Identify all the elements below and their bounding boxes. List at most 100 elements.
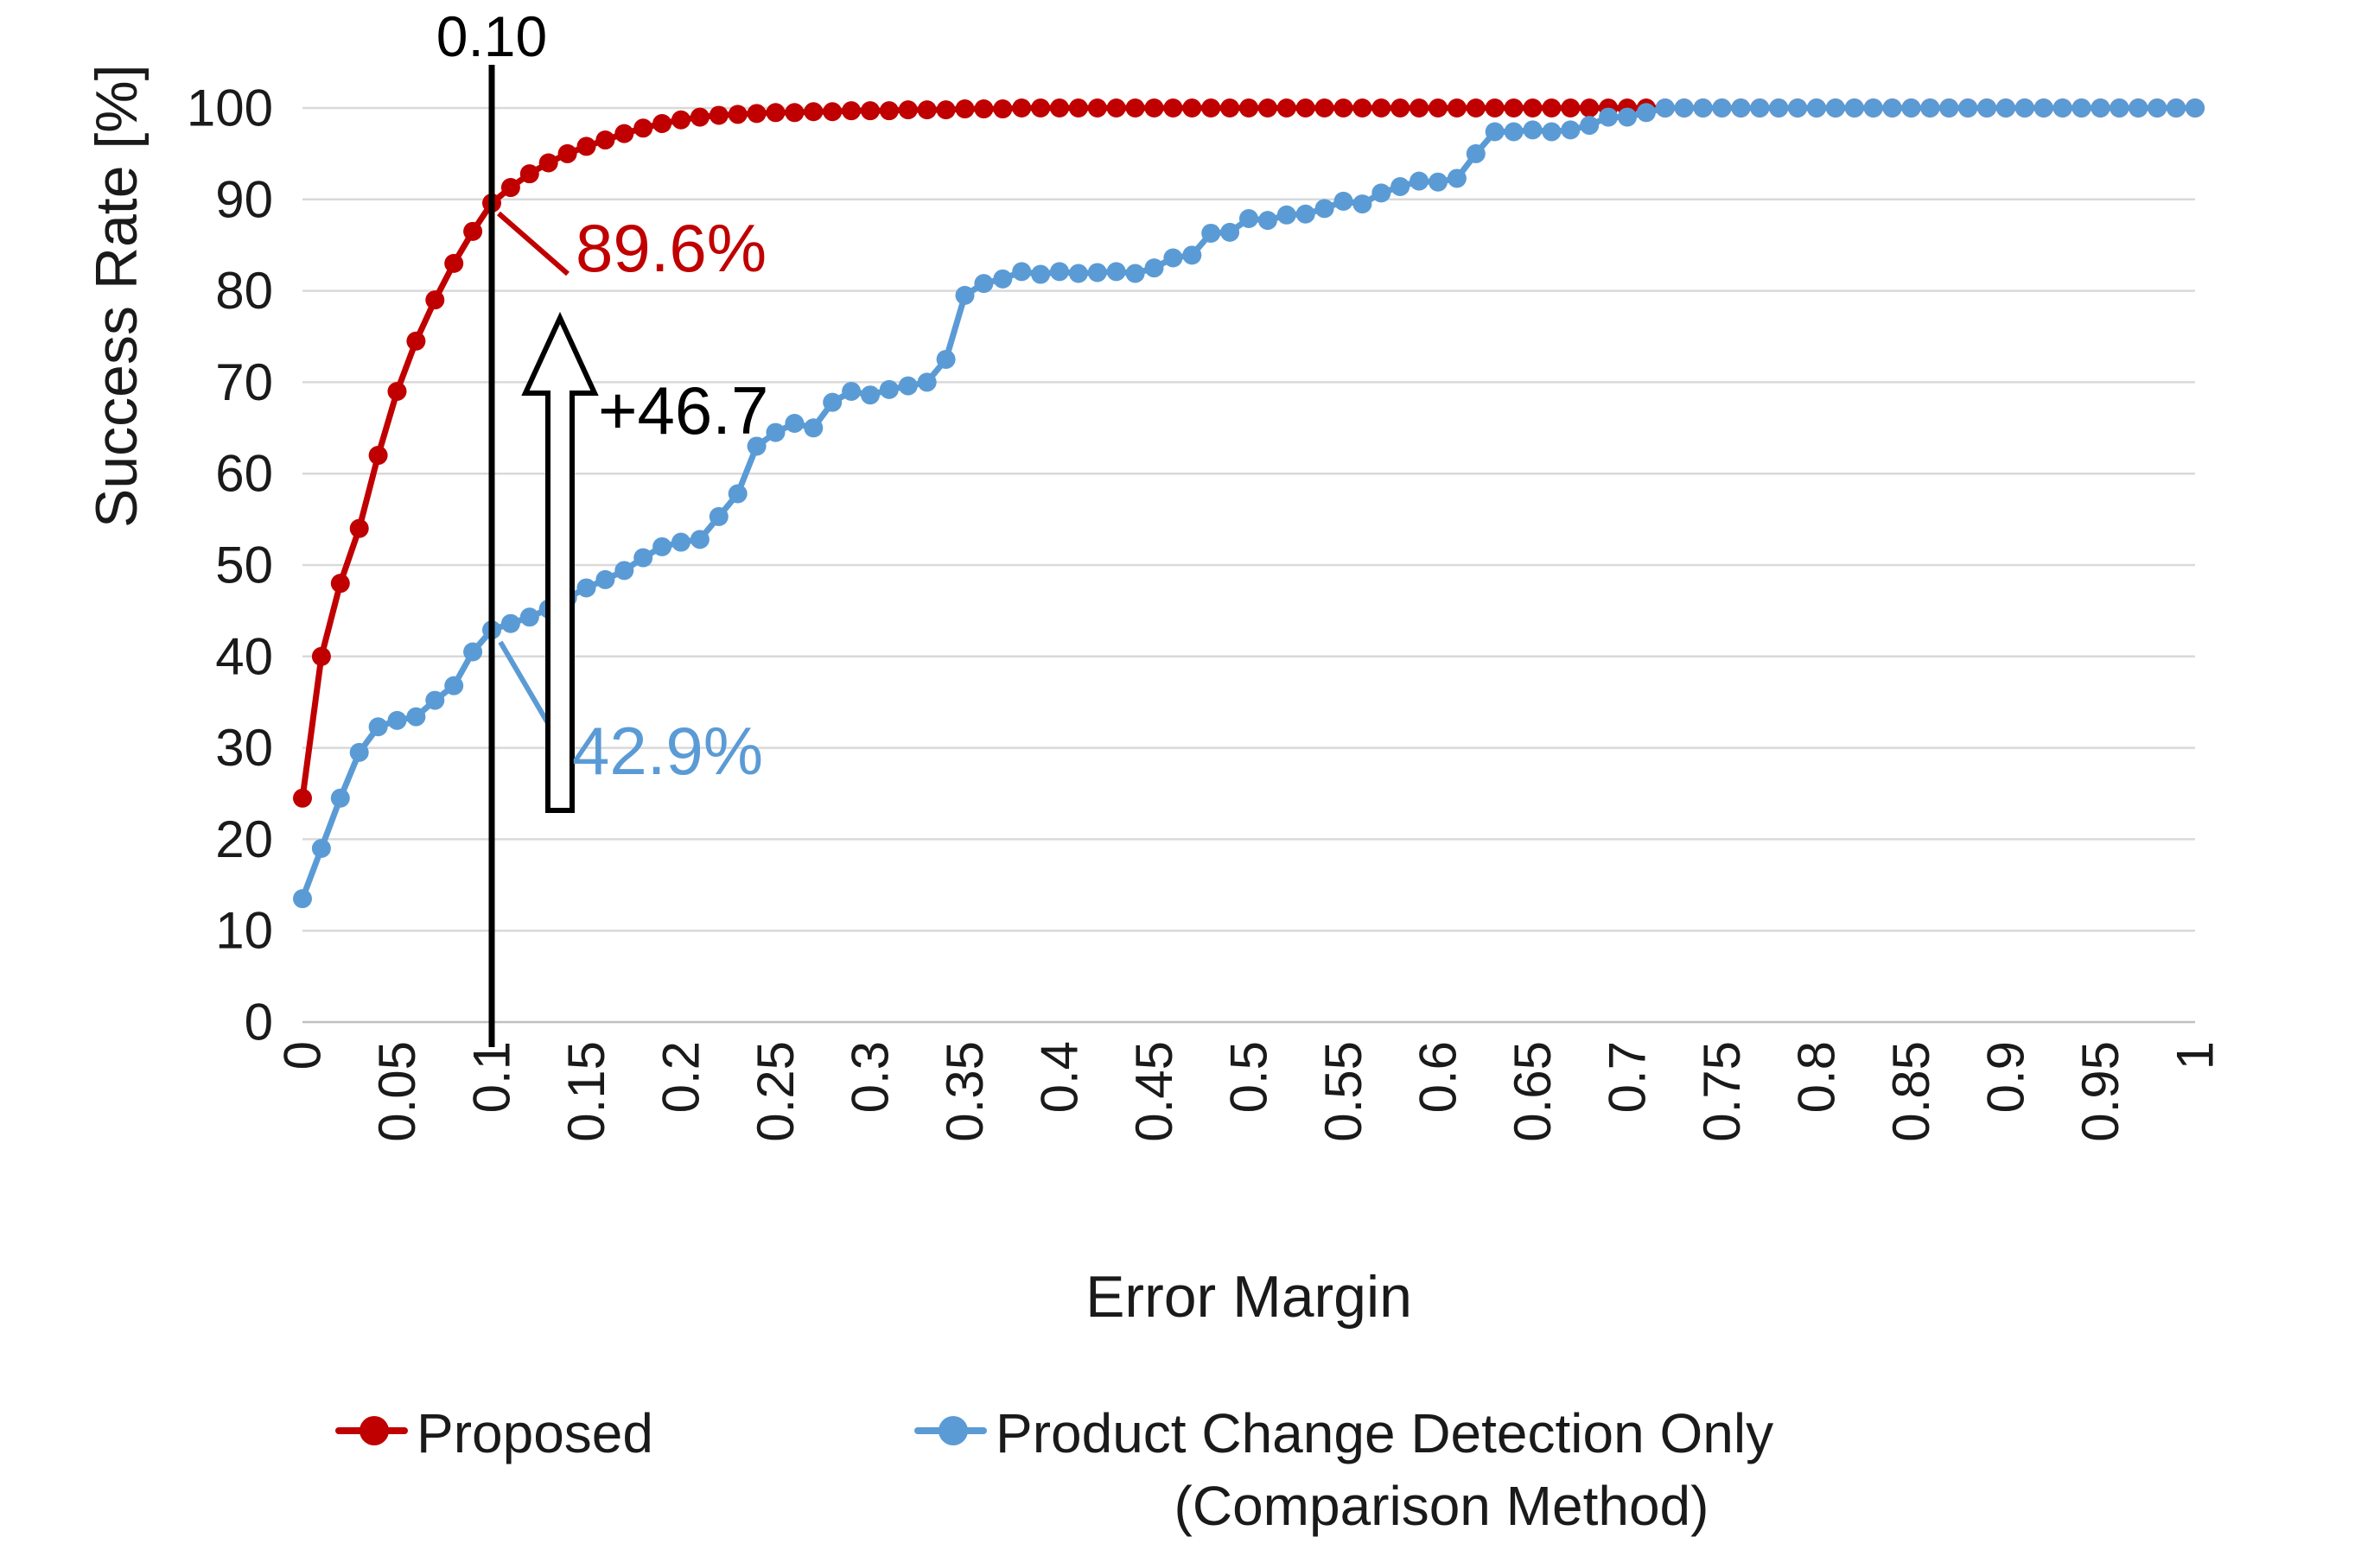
- data-point-comparison: [595, 569, 615, 589]
- data-point-proposed: [1220, 98, 1240, 117]
- data-point-proposed: [766, 103, 786, 123]
- data-point-comparison: [1939, 98, 1959, 117]
- legend-marker-proposed: [335, 1405, 408, 1457]
- y-tick-label: 0: [245, 994, 273, 1051]
- data-point-comparison: [823, 392, 843, 412]
- data-point-proposed: [425, 290, 445, 310]
- y-tick-label: 10: [215, 902, 273, 960]
- data-point-proposed: [633, 118, 653, 138]
- data-point-comparison: [1466, 143, 1486, 163]
- data-point-proposed: [993, 99, 1013, 119]
- data-point-comparison: [652, 537, 672, 556]
- y-tick-label: 60: [215, 445, 273, 503]
- data-point-comparison: [1504, 122, 1524, 142]
- data-point-proposed: [519, 164, 539, 184]
- data-point-proposed: [406, 331, 426, 351]
- data-point-comparison: [1295, 204, 1315, 224]
- y-tick-label: 90: [215, 170, 273, 228]
- data-point-comparison: [519, 607, 539, 627]
- data-point-comparison: [917, 372, 937, 392]
- x-tick-label: 0.3: [842, 1041, 900, 1113]
- data-point-comparison: [293, 889, 312, 909]
- data-point-comparison: [2014, 98, 2034, 117]
- data-point-proposed: [595, 130, 615, 150]
- data-point-proposed: [500, 178, 520, 198]
- data-point-comparison: [993, 269, 1013, 289]
- data-point-comparison: [1712, 98, 1732, 117]
- x-tick-label: 0.85: [1882, 1041, 1940, 1142]
- x-tick-label: 0: [274, 1041, 332, 1070]
- data-point-proposed: [974, 99, 994, 119]
- data-point-proposed: [861, 101, 880, 121]
- x-tick-label: 0.75: [1693, 1041, 1751, 1142]
- data-point-comparison: [1618, 107, 1637, 127]
- data-point-comparison: [425, 690, 445, 710]
- data-point-proposed: [842, 101, 862, 121]
- data-point-comparison: [1788, 98, 1808, 117]
- data-point-comparison: [1447, 168, 1467, 188]
- x-tick-label: 0.6: [1410, 1041, 1467, 1113]
- data-point-proposed: [1466, 98, 1486, 117]
- data-point-comparison: [387, 710, 407, 730]
- data-point-proposed: [1125, 98, 1145, 117]
- data-point-proposed: [1429, 98, 1448, 117]
- data-point-comparison: [1882, 98, 1902, 117]
- data-point-comparison: [974, 274, 994, 294]
- data-point-comparison: [898, 376, 918, 396]
- legend-label-proposed: Proposed: [417, 1402, 653, 1464]
- data-point-proposed: [1485, 98, 1505, 117]
- data-point-comparison: [1333, 191, 1353, 211]
- y-tick-label: 30: [215, 719, 273, 777]
- data-point-comparison: [1844, 98, 1864, 117]
- data-point-proposed: [671, 110, 690, 130]
- x-tick-label: 0.5: [1220, 1041, 1278, 1113]
- data-point-comparison: [1352, 194, 1372, 214]
- data-point-comparison: [842, 381, 862, 401]
- x-tick-label: 0.65: [1504, 1041, 1562, 1142]
- data-point-proposed: [955, 99, 975, 119]
- y-tick-label: 80: [215, 262, 273, 320]
- data-point-comparison: [1087, 263, 1107, 283]
- data-point-proposed: [804, 102, 824, 122]
- data-point-proposed: [917, 100, 937, 120]
- proposed-callout: 89.6%: [576, 210, 767, 286]
- y-tick-label: 20: [215, 810, 273, 868]
- data-point-proposed: [1410, 98, 1429, 117]
- x-tick-label: 0.7: [1599, 1041, 1657, 1113]
- data-point-proposed: [1276, 98, 1296, 117]
- data-point-comparison: [861, 385, 880, 405]
- data-point-comparison: [1144, 258, 1164, 278]
- data-point-proposed: [936, 100, 956, 120]
- data-point-proposed: [1542, 98, 1562, 117]
- data-point-comparison: [2129, 98, 2148, 117]
- data-point-comparison: [879, 379, 899, 399]
- data-point-proposed: [1257, 98, 1277, 117]
- x-axis-title: Error Margin: [1085, 1264, 1412, 1330]
- data-point-proposed: [1144, 98, 1164, 117]
- data-point-proposed: [1523, 98, 1543, 117]
- proposed-leader-line: [497, 211, 570, 276]
- data-point-comparison: [576, 578, 596, 598]
- data-point-comparison: [1314, 199, 1334, 219]
- data-point-proposed: [293, 788, 312, 808]
- data-point-comparison: [1825, 98, 1845, 117]
- data-point-proposed: [690, 107, 710, 127]
- data-point-comparison: [2071, 98, 2091, 117]
- data-point-comparison: [1655, 98, 1675, 117]
- data-point-proposed: [1087, 98, 1107, 117]
- data-point-proposed: [709, 105, 729, 125]
- data-point-proposed: [538, 153, 558, 173]
- x-tick-label: 0.2: [652, 1041, 710, 1113]
- data-point-comparison: [463, 642, 483, 662]
- data-point-proposed: [576, 137, 596, 156]
- data-point-comparison: [1163, 248, 1183, 268]
- data-point-comparison: [709, 506, 729, 526]
- data-point-proposed: [1182, 98, 1202, 117]
- data-point-proposed: [728, 105, 748, 124]
- data-point-proposed: [1106, 98, 1126, 117]
- data-point-proposed: [368, 446, 388, 466]
- data-point-comparison: [368, 717, 388, 737]
- data-point-proposed: [463, 221, 483, 241]
